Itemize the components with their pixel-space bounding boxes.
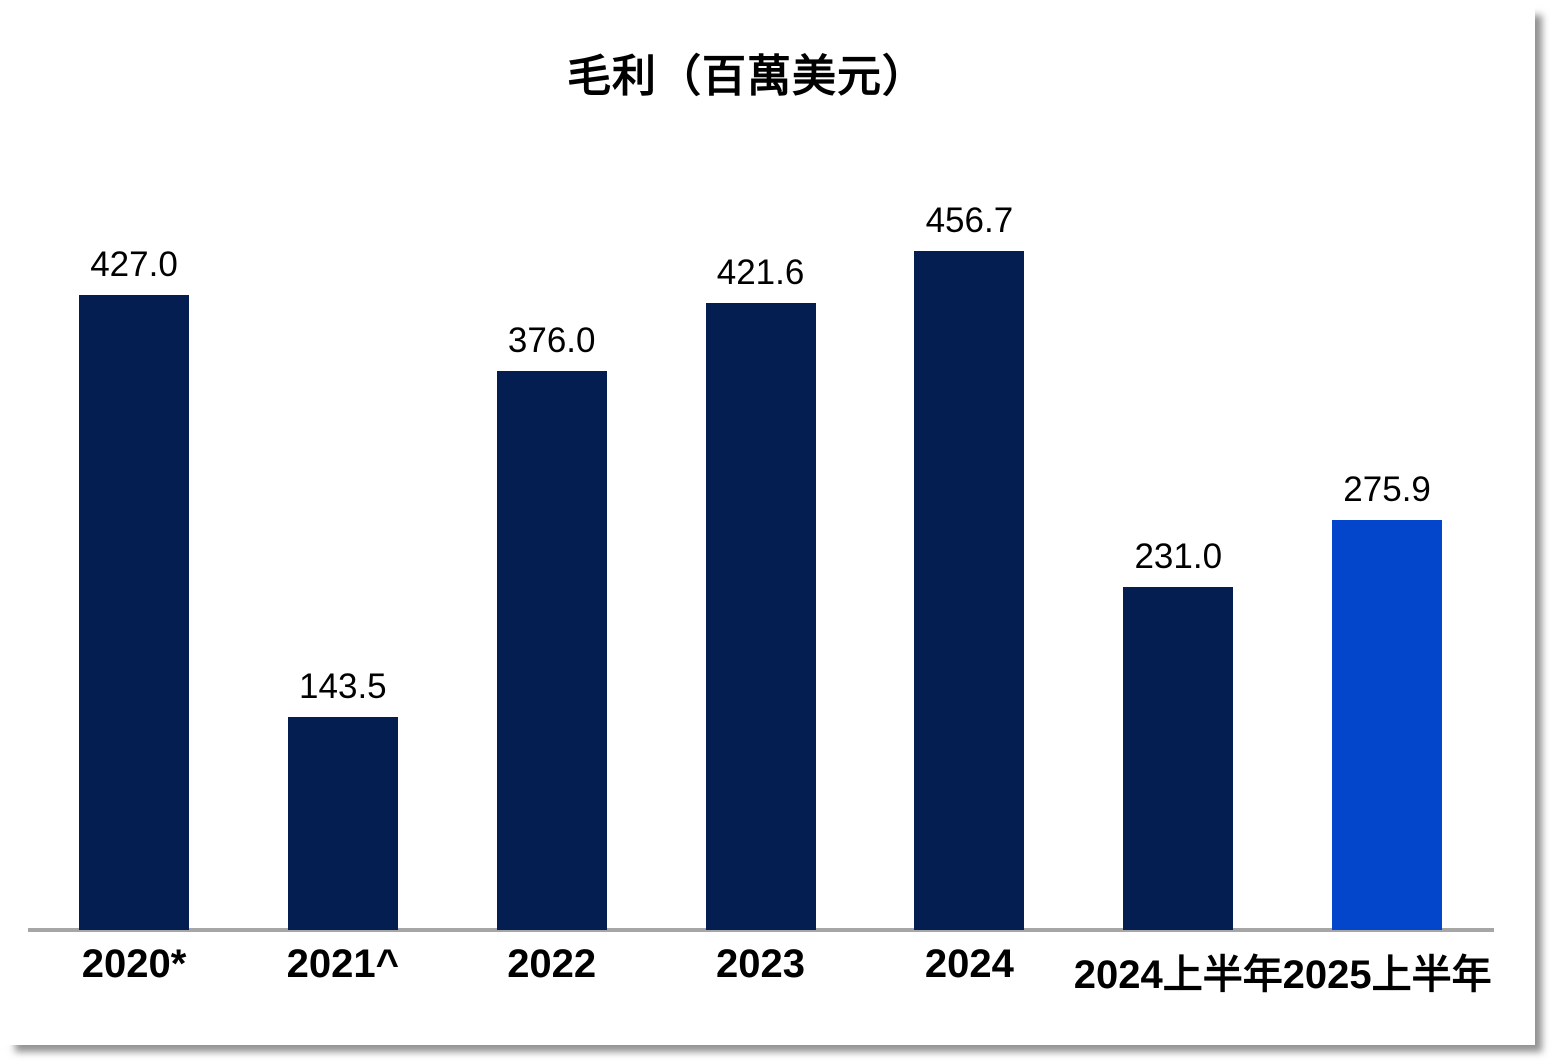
bar	[287, 717, 398, 930]
chart-title: 毛利（百萬美元）	[567, 52, 927, 101]
x-axis-label: 2020*	[81, 942, 187, 986]
bar-value-label: 421.6	[716, 253, 805, 292]
bar	[79, 295, 189, 930]
bar	[914, 251, 1025, 930]
x-axis-label: 2021^	[286, 942, 400, 986]
x-axis-label: 2024上半年	[1073, 953, 1283, 997]
bar-value-label: 231.0	[1134, 537, 1223, 576]
bar-value-label: 376.0	[507, 321, 596, 360]
x-axis-label: 2024	[924, 942, 1014, 986]
x-axis-label: 2022	[507, 942, 597, 986]
bar-value-label: 427.0	[90, 245, 178, 284]
bar	[705, 303, 816, 930]
bar	[1123, 587, 1234, 930]
bar-value-label: 456.7	[925, 201, 1014, 240]
bar-value-label: 143.5	[299, 667, 387, 706]
x-axis-line	[28, 928, 1494, 932]
chart-card: 毛利（百萬美元） 427.0 2020* 143.5 2021^ 376.0 2022 42…	[28, 52, 1494, 997]
bar-value-label: 275.9	[1343, 470, 1431, 509]
bar	[1332, 520, 1443, 930]
x-axis-label: 2023	[716, 942, 806, 986]
x-axis-label: 2025上半年	[1282, 953, 1492, 997]
bar	[496, 371, 607, 930]
